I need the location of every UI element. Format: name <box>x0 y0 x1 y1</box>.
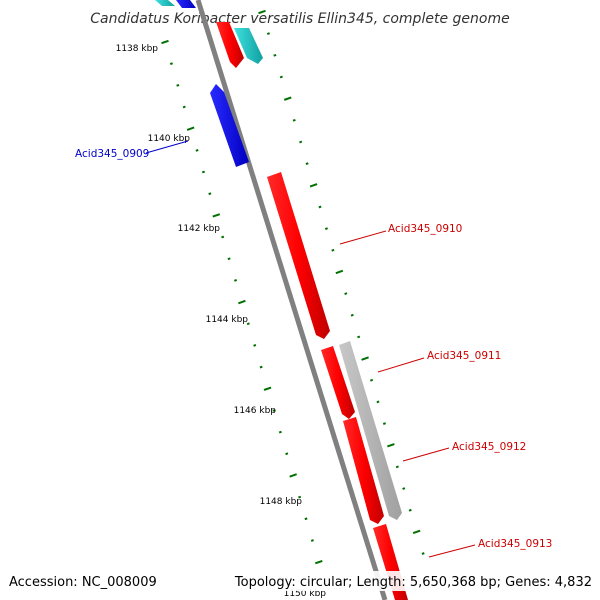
tick-minor <box>233 279 238 282</box>
tick-major <box>314 559 323 565</box>
tick-minor <box>195 148 199 152</box>
gene-acid345-0910[interactable] <box>267 172 330 339</box>
gene-label-acid345-0911[interactable]: Acid345_0911 <box>427 350 501 362</box>
tick-minor <box>169 62 173 66</box>
tick-minor <box>370 378 374 382</box>
kbp-label: 1138 kbp <box>116 44 159 54</box>
tick-minor <box>310 539 314 542</box>
tick-minor <box>421 552 425 555</box>
gene-label-acid345-0912[interactable]: Acid345_0912 <box>452 441 526 453</box>
tick-major <box>212 213 221 218</box>
tick-minor <box>278 430 282 434</box>
tick-minor <box>201 170 205 174</box>
tick-major <box>283 96 292 101</box>
tick-minor <box>298 495 302 499</box>
tick-minor <box>227 257 231 261</box>
tick-major <box>186 126 195 131</box>
tick-minor <box>272 409 276 412</box>
tick-minor <box>318 205 322 209</box>
genome-backbone <box>195 0 388 600</box>
leader-acid345-0912 <box>402 447 450 462</box>
tick-minor <box>266 32 270 36</box>
map-title: Candidatus Koribacter versatilis Ellin34… <box>90 11 509 27</box>
tick-minor <box>176 83 180 87</box>
kbp-label: 1150 kbp <box>284 589 327 599</box>
tick-minor <box>344 292 348 295</box>
tick-minor <box>208 192 212 196</box>
tick-minor <box>259 365 263 369</box>
gene-acid345-0911[interactable] <box>321 346 355 419</box>
tick-minor <box>253 344 257 347</box>
tick-major <box>263 386 272 391</box>
tick-minor <box>376 400 380 404</box>
tick-minor <box>331 248 335 252</box>
tick-minor <box>246 322 250 326</box>
topology-text: Topology: circular; Length: 5,650,368 bp… <box>234 575 592 590</box>
tick-minor <box>402 487 406 490</box>
tick-minor <box>305 162 309 165</box>
gene-labels: Acid345_0909 Acid345_0910 Acid345_0911 A… <box>75 148 552 550</box>
tick-track-left <box>161 39 327 586</box>
tick-major <box>361 356 369 361</box>
tick-minor <box>292 118 296 122</box>
tick-minor <box>299 140 303 144</box>
label-leaders <box>145 140 476 558</box>
tick-major <box>238 299 246 305</box>
leader-acid345-0911 <box>377 357 425 373</box>
tick-minor <box>382 422 386 425</box>
tick-minor <box>285 452 289 456</box>
tick-minor <box>182 105 186 109</box>
tick-major <box>309 183 318 188</box>
tick-major <box>335 269 344 275</box>
kbp-labels: 1138 kbp 1140 kbp 1142 kbp 1144 kbp 1146… <box>116 44 327 599</box>
tick-major <box>289 473 298 478</box>
gene-gray-feature[interactable] <box>339 341 402 520</box>
gene-label-acid345-0910[interactable]: Acid345_0910 <box>388 223 462 235</box>
leader-acid345-0913 <box>428 544 476 558</box>
tick-minor <box>324 227 328 230</box>
gene-cyan-top-left[interactable] <box>155 0 175 6</box>
tick-track-right <box>258 9 425 555</box>
accession-text: Accession: NC_008009 <box>9 575 157 590</box>
kbp-label: 1140 kbp <box>148 134 191 144</box>
tick-minor <box>357 335 361 339</box>
tick-minor <box>279 75 283 79</box>
gene-features <box>155 0 408 600</box>
footer-background <box>0 571 600 591</box>
tick-major <box>161 39 169 45</box>
tick-minor <box>273 53 277 57</box>
gene-label-acid345-0909[interactable]: Acid345_0909 <box>75 148 149 160</box>
gene-cyan-top-right[interactable] <box>234 28 263 64</box>
tick-minor <box>304 517 308 521</box>
leader-acid345-0910 <box>339 230 387 245</box>
tick-minor <box>395 465 399 469</box>
tick-minor <box>221 235 225 239</box>
tick-minor <box>408 508 412 512</box>
kbp-label: 1144 kbp <box>206 315 249 325</box>
kbp-label: 1142 kbp <box>178 224 221 234</box>
leader-acid345-0909 <box>145 140 189 154</box>
tick-major <box>387 443 395 448</box>
gene-label-acid345-0913[interactable]: Acid345_0913 <box>478 538 552 550</box>
kbp-label: 1146 kbp <box>234 406 277 416</box>
gene-blue-top[interactable] <box>176 0 196 8</box>
gene-red-top[interactable] <box>216 22 244 68</box>
tick-minor <box>350 313 354 317</box>
gene-acid345-0912[interactable] <box>343 417 384 524</box>
kbp-label: 1148 kbp <box>260 497 303 507</box>
tick-major <box>258 9 266 15</box>
tick-major <box>412 529 421 535</box>
gene-acid345-0909[interactable] <box>210 84 249 167</box>
